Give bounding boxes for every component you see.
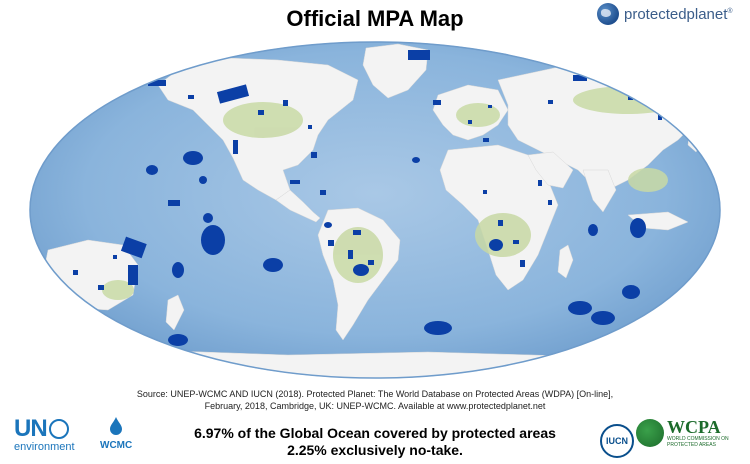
mpa-galapagos — [324, 222, 332, 228]
ocean-coverage-stat: 6.97% of the Global Ocean covered by pro… — [194, 425, 556, 441]
mpa-south-georgia — [424, 321, 452, 335]
mpa-arctic-siberia — [573, 75, 587, 81]
wcpa-subtitle: WORLD COMMISSION ON PROTECTED AREAS — [667, 436, 729, 448]
land-japan — [687, 119, 705, 153]
mpa-heard — [591, 311, 615, 325]
globe-icon — [597, 3, 619, 25]
un-environment-logo: UN environment — [14, 415, 75, 454]
protectedplanet-logo: protectedplanet® — [597, 3, 733, 25]
land-arabia — [527, 151, 574, 189]
source-line-2: February, 2018, Cambridge, UK: UNEP-WCMC… — [204, 401, 546, 411]
land-antarctica — [30, 349, 720, 378]
source-line-1: Source: UNEP-WCMC AND IUCN (2018). Prote… — [136, 389, 614, 399]
mpa-french-polynesia — [201, 225, 225, 255]
mpa-mid-atlantic — [412, 157, 420, 163]
source-citation: Source: UNEP-WCMC AND IUCN (2018). Prote… — [0, 388, 750, 412]
mpa-new-caledonia — [172, 262, 184, 278]
mpa-mediterranean — [483, 138, 489, 142]
un-emblem-icon — [48, 419, 69, 439]
wcmc-text: WCMC — [100, 440, 133, 451]
map-title: Official MPA Map — [286, 6, 464, 31]
wcpa-text: WCPA — [667, 417, 721, 437]
no-take-stat: 2.25% exclusively no-take. — [287, 442, 463, 458]
mpa-aleutians — [148, 80, 166, 86]
mpa-easter-island — [353, 264, 369, 276]
mpa-gulf-mexico — [290, 180, 300, 184]
mpa-phoenix — [203, 213, 213, 223]
mpa-pacific-2 — [199, 176, 207, 184]
mpa-hawaii — [183, 151, 203, 165]
iucn-logo: IUCN — [600, 424, 634, 458]
coverage-statistics: 6.97% of the Global Ocean covered by pro… — [0, 425, 750, 459]
wcpa-logo: WCPA WORLD COMMISSION ON PROTECTED AREAS — [636, 418, 747, 448]
wcpa-emblem-icon — [636, 419, 664, 447]
land-madagascar — [557, 244, 574, 279]
mpa-chagos — [630, 218, 646, 238]
land-india — [582, 169, 617, 213]
mpa-us-west-coast — [233, 140, 238, 154]
protected-areas — [73, 50, 662, 346]
mpa-pacific-remote — [146, 165, 158, 175]
un-mark-text: UN — [14, 415, 48, 442]
mpa-pitcairn — [263, 258, 283, 272]
mpa-south-atlantic — [489, 239, 503, 251]
mpa-north-atlantic — [433, 100, 441, 105]
mpa-indian-ocean-east — [588, 224, 598, 236]
registered-mark: ® — [727, 7, 733, 15]
mpa-atlantic-us — [311, 152, 317, 158]
land-new-zealand — [165, 294, 185, 331]
mpa-great-barrier — [128, 265, 138, 285]
mpa-coral-sea — [120, 236, 147, 259]
wcmc-drop-icon — [110, 417, 123, 435]
brand-name: protectedplanet — [624, 5, 728, 23]
un-environment-text: environment — [14, 441, 75, 453]
mpa-kerguelen — [622, 285, 640, 299]
mpa-ross-sea — [168, 334, 188, 346]
mpa-arctic-canada — [408, 50, 430, 60]
world-mpa-map — [29, 41, 721, 379]
mpa-red-sea — [538, 180, 542, 186]
land-central-america — [275, 189, 321, 223]
mpa-crozet — [568, 301, 592, 315]
mpa-micronesia — [168, 200, 180, 206]
wcmc-logo: WCMC — [100, 417, 132, 451]
mpa-alaska — [216, 84, 250, 104]
mpa-caribbean — [320, 190, 326, 195]
